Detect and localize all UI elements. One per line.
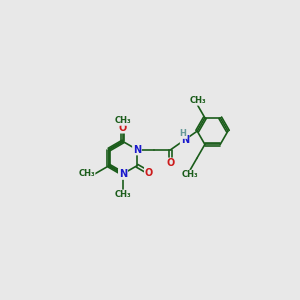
Text: O: O: [119, 123, 127, 133]
Text: O: O: [145, 168, 153, 178]
Text: N: N: [119, 169, 127, 179]
Text: CH₃: CH₃: [115, 190, 131, 199]
Text: O: O: [167, 158, 175, 168]
Text: N: N: [133, 145, 141, 154]
Text: CH₃: CH₃: [189, 96, 206, 105]
Text: N: N: [181, 135, 189, 145]
Text: CH₃: CH₃: [182, 170, 198, 179]
Text: CH₃: CH₃: [115, 116, 131, 125]
Text: N: N: [119, 169, 127, 179]
Text: CH₃: CH₃: [78, 169, 95, 178]
Text: H: H: [180, 129, 187, 138]
